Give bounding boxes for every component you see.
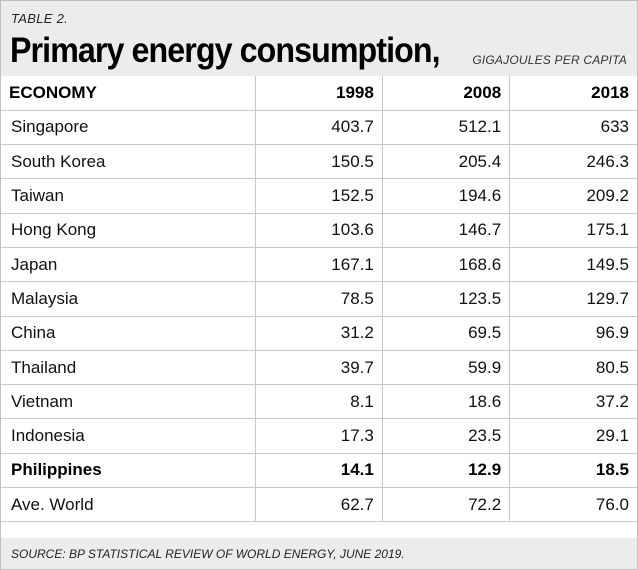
- value-2018-cell: 37.2: [509, 384, 637, 420]
- value-1998-cell: 14.1: [255, 453, 383, 489]
- column-header-2008: 2008: [382, 76, 511, 111]
- value-2008-cell: 146.7: [382, 213, 511, 248]
- table-row: Ave. World 62.7 72.2 76.0: [1, 487, 637, 523]
- value-2018-cell: 149.5: [509, 247, 637, 283]
- table-row: South Korea 150.5 205.4 246.3: [1, 144, 637, 180]
- energy-consumption-table: ECONOMY 1998 2008 2018 Singapore 403.7 5…: [1, 76, 637, 523]
- column-header-economy: ECONOMY: [1, 76, 256, 111]
- value-1998-cell: 31.2: [255, 316, 383, 351]
- table-row: Vietnam 8.1 18.6 37.2: [1, 384, 637, 420]
- value-2018-cell: 80.5: [509, 350, 637, 386]
- value-2008-cell: 123.5: [382, 281, 511, 317]
- value-2008-cell: 69.5: [382, 316, 511, 351]
- value-2018-cell: 175.1: [509, 213, 637, 248]
- economy-cell: Ave. World: [1, 487, 256, 523]
- economy-cell: Indonesia: [1, 418, 256, 454]
- table-row: Japan 167.1 168.6 149.5: [1, 247, 637, 283]
- economy-cell: China: [1, 316, 256, 351]
- value-2008-cell: 23.5: [382, 418, 511, 454]
- economy-cell: Thailand: [1, 350, 256, 386]
- table-number-label: TABLE 2.: [11, 11, 69, 26]
- table-row: Malaysia 78.5 123.5 129.7: [1, 281, 637, 317]
- value-1998-cell: 403.7: [255, 110, 383, 146]
- value-2018-cell: 29.1: [509, 418, 637, 454]
- source-note: SOURCE: BP STATISTICAL REVIEW OF WORLD E…: [11, 547, 405, 561]
- value-1998-cell: 39.7: [255, 350, 383, 386]
- table-footer: SOURCE: BP STATISTICAL REVIEW OF WORLD E…: [1, 538, 637, 569]
- economy-cell: Taiwan: [1, 178, 256, 214]
- value-2018-cell: 633: [509, 110, 637, 146]
- value-2008-cell: 59.9: [382, 350, 511, 386]
- column-header-2018: 2018: [509, 76, 637, 111]
- table-row: Taiwan 152.5 194.6 209.2: [1, 178, 637, 214]
- value-1998-cell: 150.5: [255, 144, 383, 180]
- value-2008-cell: 194.6: [382, 178, 511, 214]
- table-title: Primary energy consumption,: [10, 31, 441, 70]
- table-row: Hong Kong 103.6 146.7 175.1: [1, 213, 637, 248]
- economy-cell: Japan: [1, 247, 256, 283]
- value-1998-cell: 78.5: [255, 281, 383, 317]
- economy-cell: South Korea: [1, 144, 256, 180]
- table-row: Thailand 39.7 59.9 80.5: [1, 350, 637, 386]
- table-row: China 31.2 69.5 96.9: [1, 316, 637, 351]
- value-2008-cell: 168.6: [382, 247, 511, 283]
- economy-cell: Hong Kong: [1, 213, 256, 248]
- value-2008-cell: 205.4: [382, 144, 511, 180]
- value-1998-cell: 103.6: [255, 213, 383, 248]
- value-2018-cell: 129.7: [509, 281, 637, 317]
- value-2008-cell: 12.9: [382, 453, 511, 489]
- units-label: GIGAJOULES PER CAPITA: [472, 53, 627, 67]
- column-header-1998: 1998: [255, 76, 383, 111]
- value-2008-cell: 18.6: [382, 384, 511, 420]
- value-1998-cell: 152.5: [255, 178, 383, 214]
- table-header: TABLE 2. Primary energy consumption, GIG…: [1, 1, 637, 76]
- economy-cell: Malaysia: [1, 281, 256, 317]
- economy-cell: Philippines: [1, 453, 256, 489]
- value-2008-cell: 512.1: [382, 110, 511, 146]
- value-1998-cell: 62.7: [255, 487, 383, 523]
- table-row-highlighted: Philippines 14.1 12.9 18.5: [1, 453, 637, 489]
- economy-cell: Vietnam: [1, 384, 256, 420]
- economy-cell: Singapore: [1, 110, 256, 146]
- value-2018-cell: 18.5: [509, 453, 637, 489]
- table-row: Singapore 403.7 512.1 633: [1, 110, 637, 146]
- value-2018-cell: 76.0: [509, 487, 637, 523]
- value-2018-cell: 96.9: [509, 316, 637, 351]
- value-1998-cell: 167.1: [255, 247, 383, 283]
- table-row: Indonesia 17.3 23.5 29.1: [1, 418, 637, 454]
- value-1998-cell: 17.3: [255, 418, 383, 454]
- table-header-row: ECONOMY 1998 2008 2018: [1, 76, 637, 111]
- value-1998-cell: 8.1: [255, 384, 383, 420]
- value-2018-cell: 209.2: [509, 178, 637, 214]
- value-2018-cell: 246.3: [509, 144, 637, 180]
- value-2008-cell: 72.2: [382, 487, 511, 523]
